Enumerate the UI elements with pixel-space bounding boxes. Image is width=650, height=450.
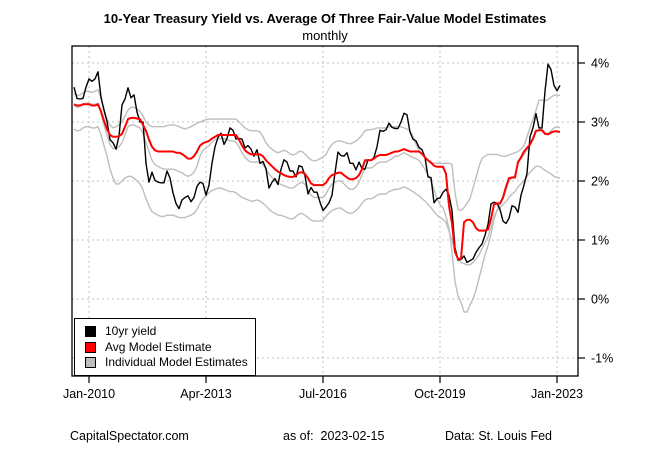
footer-as-of-date: as of: 2023-02-15 [283,429,385,443]
x-axis-label: Jan-2010 [63,387,115,401]
legend-swatch-icon [85,341,96,353]
legend-item-label: 10yr yield [105,324,157,338]
x-axis-label: Oct-2019 [414,387,465,401]
y-axis-label: 0% [591,293,609,307]
legend-item-label: Avg Model Estimate [105,339,212,354]
y-axis-label: 1% [591,234,609,248]
x-axis-label: Jan-2023 [531,387,583,401]
footer-source-site: CapitalSpectator.com [70,429,189,443]
chart-subtitle: monthly [302,28,348,43]
individual-model-line [73,125,561,266]
individual-model-line [73,88,561,212]
legend-item: 10yr yield [85,325,255,338]
y-axis-label: 2% [591,175,609,189]
x-axis-label: Jul-2016 [299,387,347,401]
legend-swatch-icon [85,326,96,337]
y-axis-label: 4% [591,57,609,71]
plot-border [71,45,579,377]
legend-item: Avg Model Estimate [85,339,255,354]
legend-item: Individual Model Estimates [85,356,255,369]
chart-title: 10-Year Treasury Yield vs. Average Of Th… [103,11,547,26]
x-axis-label: Apr-2013 [180,387,231,401]
individual-model-line [73,102,561,313]
yield-line [73,63,561,264]
legend: 10yr yield Avg Model Estimate Individual M… [74,318,256,376]
avg-model-line [73,103,561,260]
footer-data-source: Data: St. Louis Fed [445,429,553,443]
y-axis-label: -1% [591,352,613,366]
y-axis-label: 3% [591,116,609,130]
legend-swatch-icon [85,357,96,368]
legend-item-label: Individual Model Estimates [105,355,248,369]
